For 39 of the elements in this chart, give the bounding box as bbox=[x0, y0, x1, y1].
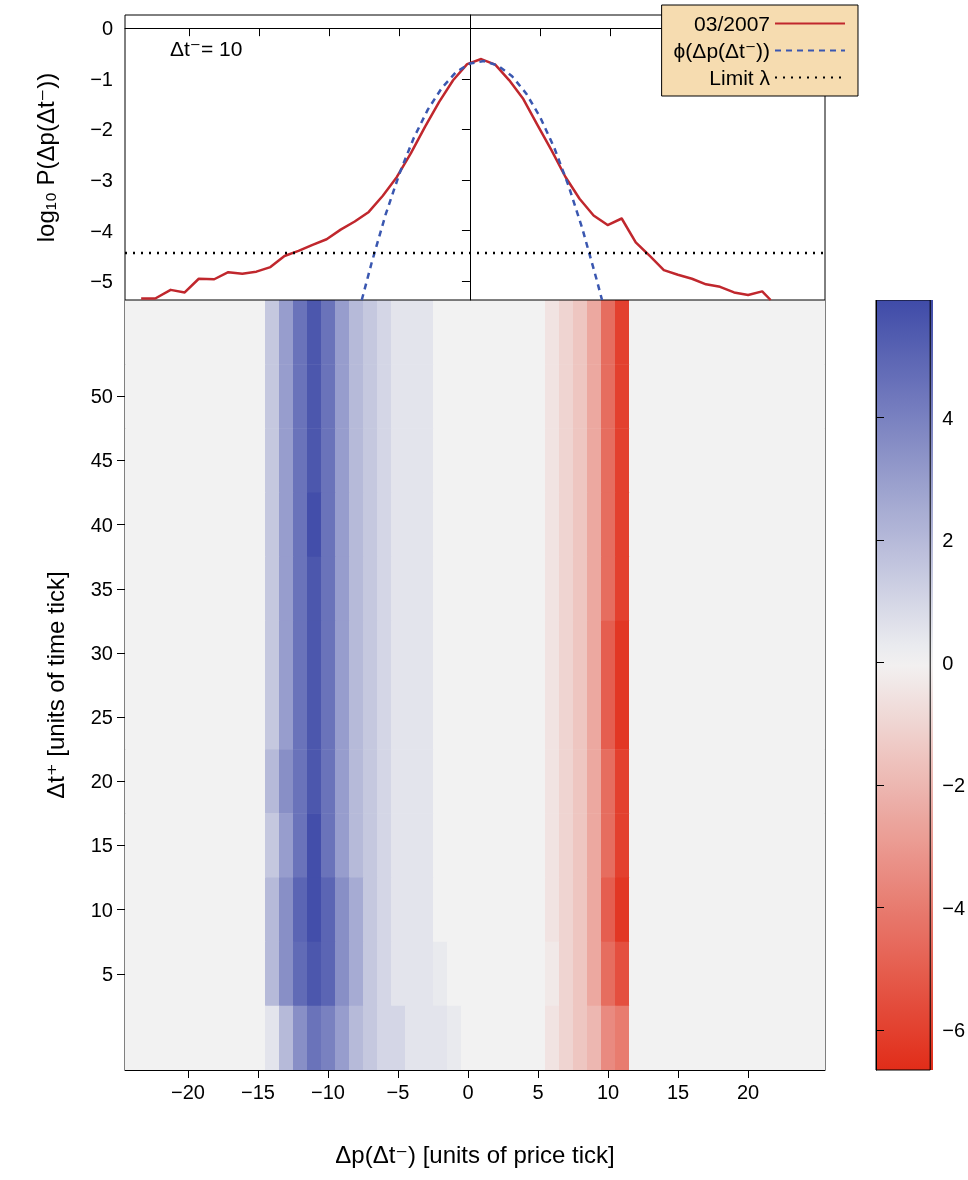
x-tick-label: 5 bbox=[532, 1081, 544, 1103]
color-bar-label: 2 bbox=[942, 529, 954, 552]
y-tick-label: 25 bbox=[90, 706, 113, 729]
y-tick-label: 35 bbox=[90, 577, 113, 600]
y-tick-label: 45 bbox=[90, 449, 113, 472]
x-tick-label: −20 bbox=[171, 1081, 205, 1103]
x-tick-label: −5 bbox=[386, 1081, 410, 1103]
color-bar-label: −6 bbox=[942, 1019, 966, 1042]
x-axis-title: Δp(Δt⁻) [units of price tick] bbox=[335, 1140, 615, 1168]
color-bar-label: 0 bbox=[942, 651, 954, 674]
color-bar-label: −2 bbox=[942, 774, 966, 797]
x-tick-label: −15 bbox=[241, 1081, 275, 1103]
y-tick-label: −5 bbox=[90, 270, 113, 293]
y-tick-label: 50 bbox=[90, 385, 113, 408]
y-tick-label: 20 bbox=[90, 770, 113, 793]
legend-label: 03/2007 bbox=[694, 12, 770, 35]
y-tick-label: 10 bbox=[90, 898, 113, 921]
x-tick-label: −10 bbox=[311, 1081, 345, 1103]
line-series bbox=[360, 59, 604, 301]
y-tick-label: 30 bbox=[90, 641, 113, 664]
y-tick-label: 40 bbox=[90, 513, 113, 536]
y-tick-label: 0 bbox=[101, 17, 113, 40]
annotation: Δt⁻= 10 bbox=[170, 37, 243, 60]
x-tick-label: 15 bbox=[666, 1081, 690, 1103]
y-tick-label: −3 bbox=[90, 169, 113, 192]
color-bar-label: −4 bbox=[942, 896, 966, 919]
legend-label: Limit λ bbox=[709, 66, 771, 89]
color-bar-label: 4 bbox=[942, 406, 954, 429]
x-tick-label: 0 bbox=[462, 1081, 474, 1103]
y-tick-label: −2 bbox=[90, 118, 113, 141]
legend-label: ϕ(Δp(Δt⁻)) bbox=[673, 39, 770, 62]
x-tick-label: 20 bbox=[736, 1081, 760, 1103]
x-tick-label: 10 bbox=[596, 1081, 620, 1103]
y-axis-title: log₁₀ P(Δp(Δt⁻)) bbox=[31, 72, 59, 243]
y-axis-title: Δt⁺ [units of time tick] bbox=[41, 571, 69, 799]
y-tick-label: 15 bbox=[90, 834, 113, 857]
y-tick-label: 5 bbox=[101, 962, 113, 985]
y-tick-label: −4 bbox=[90, 219, 113, 242]
y-tick-label: −1 bbox=[90, 67, 113, 90]
